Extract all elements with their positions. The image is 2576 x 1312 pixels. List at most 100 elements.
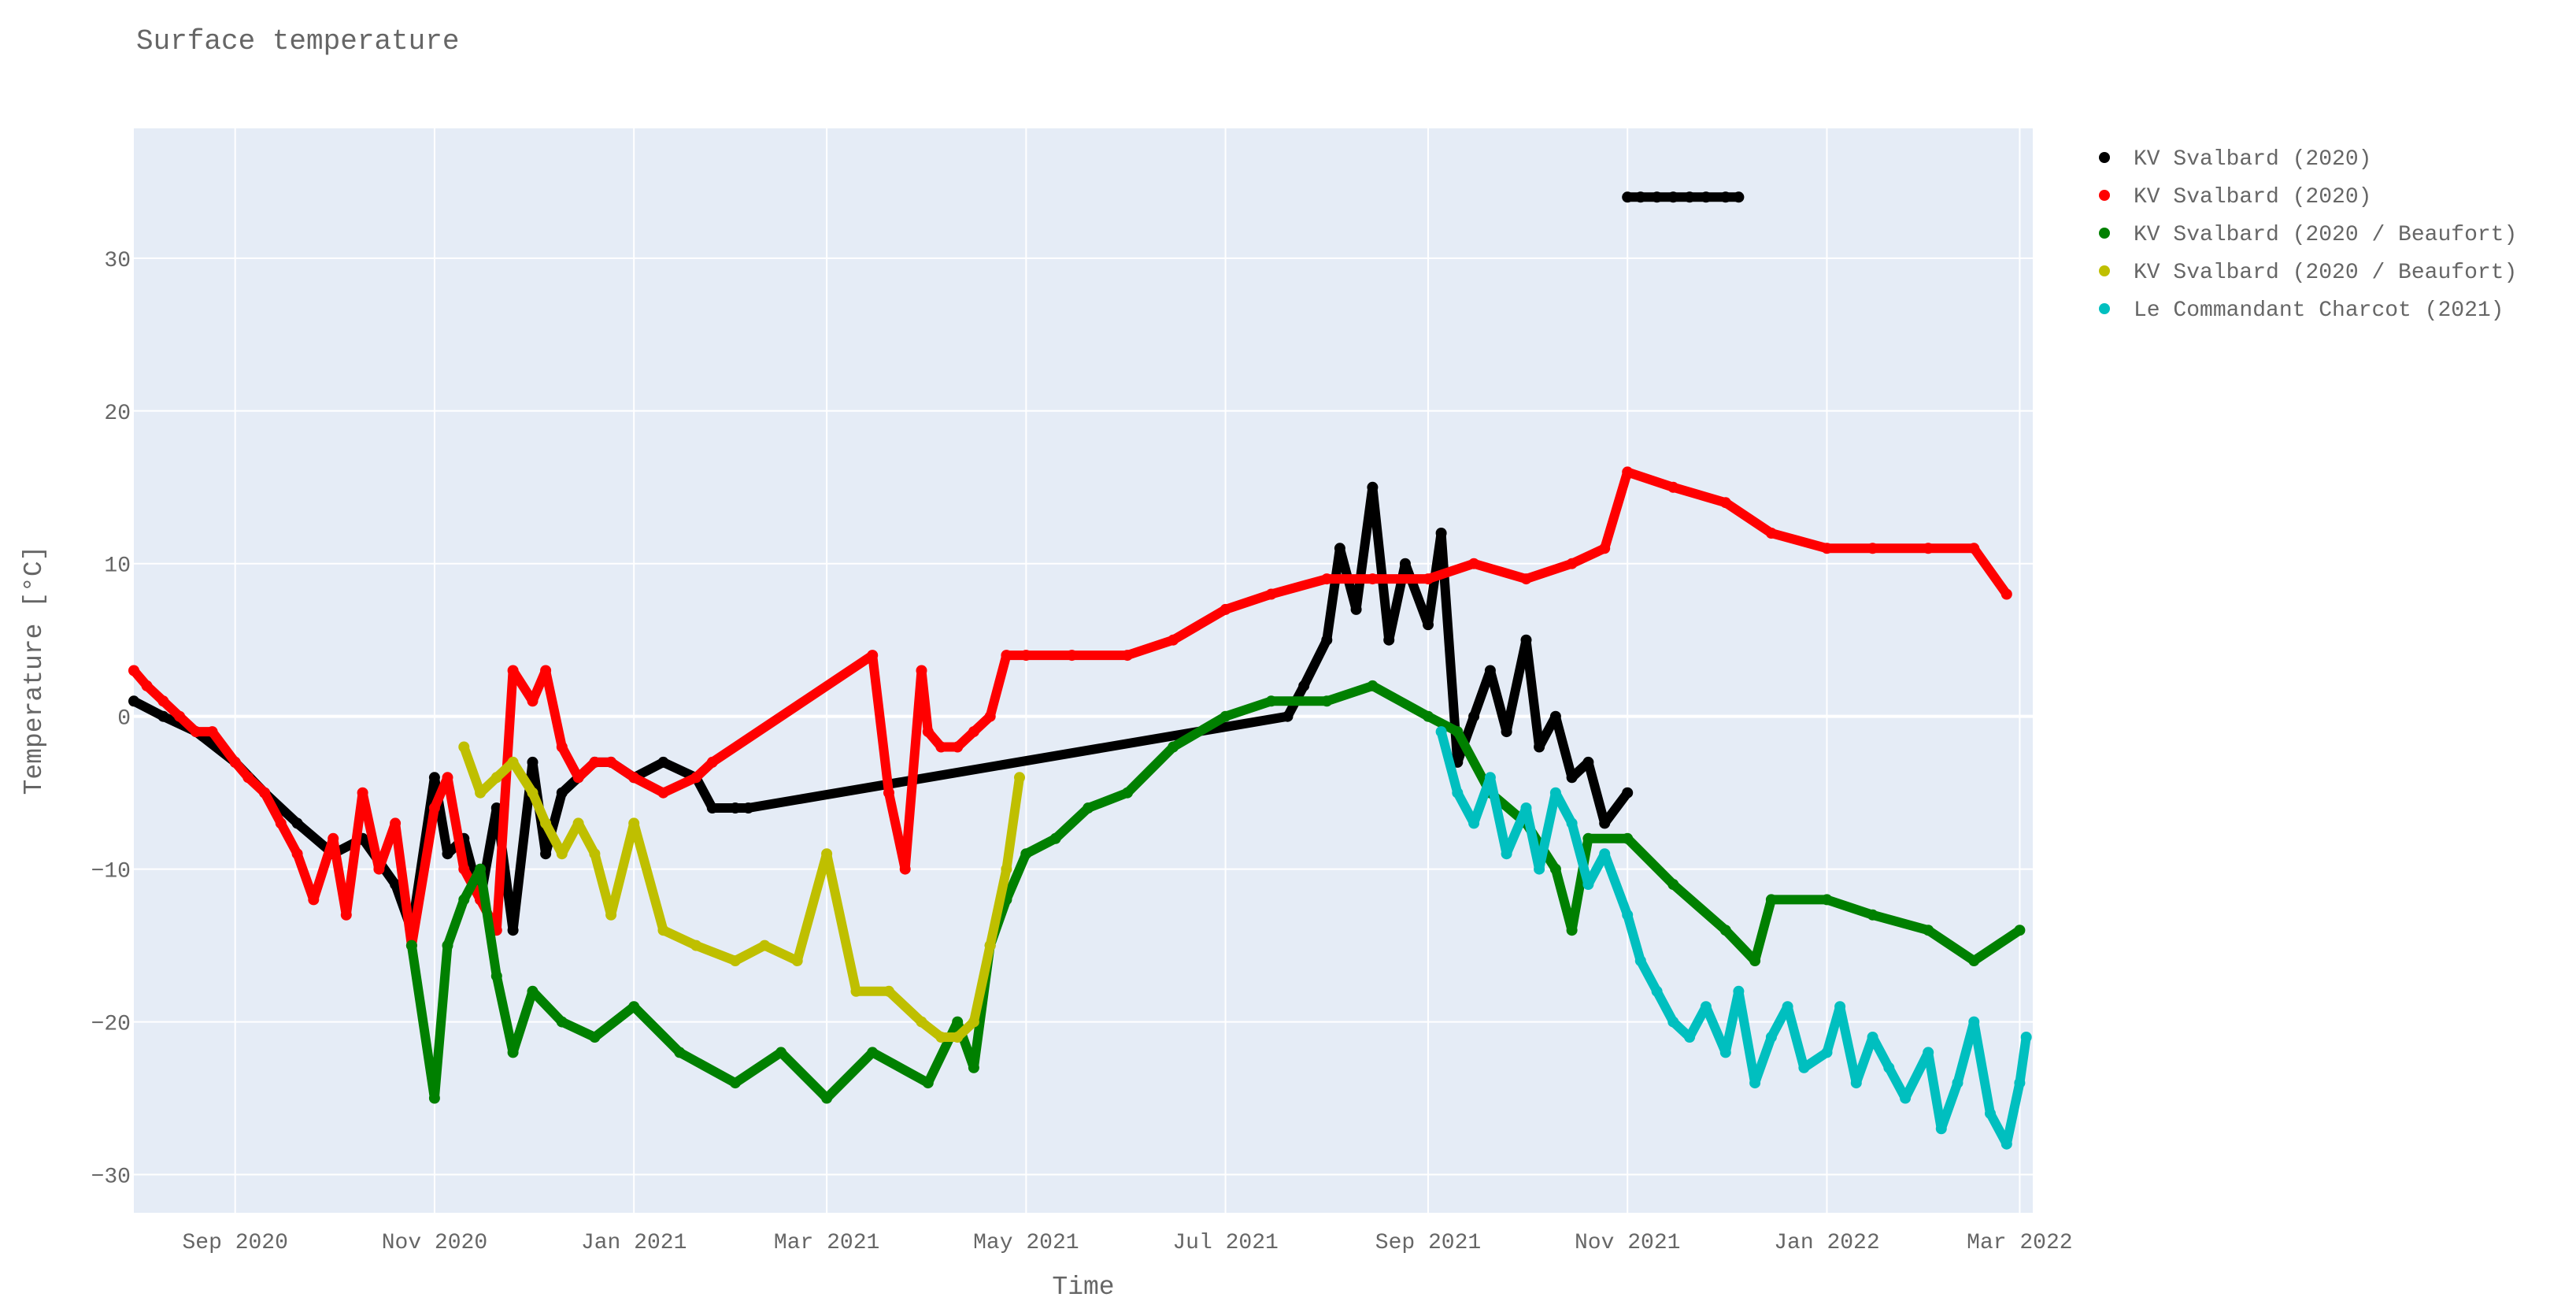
x-axis-title: Time xyxy=(1052,1273,1114,1302)
data-point xyxy=(1935,1123,1947,1135)
data-point xyxy=(428,802,440,814)
data-point xyxy=(1719,497,1731,509)
data-point xyxy=(1435,528,1447,539)
data-point xyxy=(556,787,568,799)
data-point xyxy=(1733,191,1745,203)
data-point xyxy=(729,802,741,814)
data-point xyxy=(1298,680,1310,691)
data-point xyxy=(706,756,718,768)
data-point xyxy=(1168,741,1179,753)
data-point xyxy=(1985,1107,1996,1119)
data-point xyxy=(1282,710,1294,722)
data-point xyxy=(1867,543,1878,554)
data-point xyxy=(589,1032,601,1043)
data-point xyxy=(935,741,947,753)
legend-item[interactable]: KV Svalbard (2020 / Beaufort) xyxy=(2099,223,2517,247)
data-point xyxy=(1850,1077,1862,1089)
x-tick-label: Jul 2021 xyxy=(1172,1231,1278,1255)
legend[interactable]: KV Svalbard (2020) KV Svalbard (2020) KV S… xyxy=(2099,147,2517,323)
data-point xyxy=(1651,191,1663,203)
data-point xyxy=(589,848,601,860)
legend-item[interactable]: Le Commandant Charcot (2021) xyxy=(2099,298,2504,323)
data-point xyxy=(883,985,894,997)
legend-item[interactable]: KV Svalbard (2020 / Beaufort) xyxy=(2099,261,2517,285)
data-point xyxy=(968,1016,979,1028)
data-point xyxy=(157,710,169,722)
data-point xyxy=(1367,680,1379,691)
data-point xyxy=(572,817,584,829)
data-point xyxy=(527,756,539,768)
data-point xyxy=(1923,543,1934,554)
data-point xyxy=(1622,787,1634,799)
data-point xyxy=(883,787,894,799)
data-point xyxy=(1423,710,1434,722)
data-point xyxy=(2014,925,2026,936)
data-point xyxy=(1719,1047,1731,1058)
data-point xyxy=(1383,634,1395,646)
data-point xyxy=(1549,710,1561,722)
data-point xyxy=(390,879,402,890)
data-point xyxy=(628,1001,640,1013)
data-point xyxy=(742,802,754,814)
data-point xyxy=(1049,832,1061,844)
data-point xyxy=(1220,603,1231,615)
data-point xyxy=(1634,955,1646,966)
data-point xyxy=(867,1047,879,1058)
legend-marker xyxy=(2099,265,2110,276)
data-point xyxy=(1765,528,1777,539)
legend-marker xyxy=(2099,228,2110,239)
data-point xyxy=(1782,1001,1793,1013)
data-point xyxy=(2000,1138,2012,1150)
data-point xyxy=(507,1047,519,1058)
data-point xyxy=(1667,1016,1679,1028)
data-point xyxy=(428,1092,440,1104)
series-trace xyxy=(129,467,2012,951)
y-tick-label: 20 xyxy=(104,402,131,426)
data-point xyxy=(1834,1001,1846,1013)
legend-item[interactable]: KV Svalbard (2020) xyxy=(2099,185,2371,209)
chart-title: Surface temperature xyxy=(136,25,459,57)
data-point xyxy=(922,1077,934,1089)
data-point xyxy=(1020,650,1032,662)
data-point xyxy=(1684,191,1696,203)
data-point xyxy=(1622,909,1634,921)
data-point xyxy=(1468,558,1480,569)
data-point xyxy=(1566,925,1578,936)
data-point xyxy=(128,665,139,676)
y-tick-label: −10 xyxy=(91,860,131,884)
data-point xyxy=(291,848,303,860)
y-tick-labels: 30 20 10 0 −10 −20 −30 xyxy=(91,249,131,1190)
data-point xyxy=(1020,848,1032,860)
data-point xyxy=(527,787,539,799)
data-point xyxy=(1599,848,1611,860)
legend-label: Le Commandant Charcot (2021) xyxy=(2134,298,2504,323)
data-point xyxy=(935,1032,947,1043)
data-point xyxy=(1566,772,1578,784)
data-point xyxy=(527,985,539,997)
data-point xyxy=(706,802,718,814)
data-point xyxy=(373,863,385,875)
data-point xyxy=(1700,1001,1712,1013)
data-point xyxy=(1501,726,1512,738)
data-point xyxy=(729,955,741,966)
legend-marker xyxy=(2099,303,2110,314)
data-point xyxy=(791,955,803,966)
y-tick-label: 0 xyxy=(117,707,131,732)
legend-item[interactable]: KV Svalbard (2020) xyxy=(2099,147,2371,172)
data-point xyxy=(1566,817,1578,829)
data-point xyxy=(1923,1047,1934,1058)
data-point xyxy=(475,787,487,799)
data-point xyxy=(1821,1047,1833,1058)
data-point xyxy=(1923,925,1934,936)
data-point xyxy=(1520,802,1532,814)
data-point xyxy=(984,940,996,951)
data-point xyxy=(556,1016,568,1028)
data-point xyxy=(259,787,271,799)
data-point xyxy=(690,940,702,951)
data-point xyxy=(507,756,519,768)
data-point xyxy=(867,650,879,662)
data-point xyxy=(1423,619,1434,631)
x-tick-label: Mar 2022 xyxy=(1967,1231,2072,1255)
data-point xyxy=(1435,726,1447,738)
